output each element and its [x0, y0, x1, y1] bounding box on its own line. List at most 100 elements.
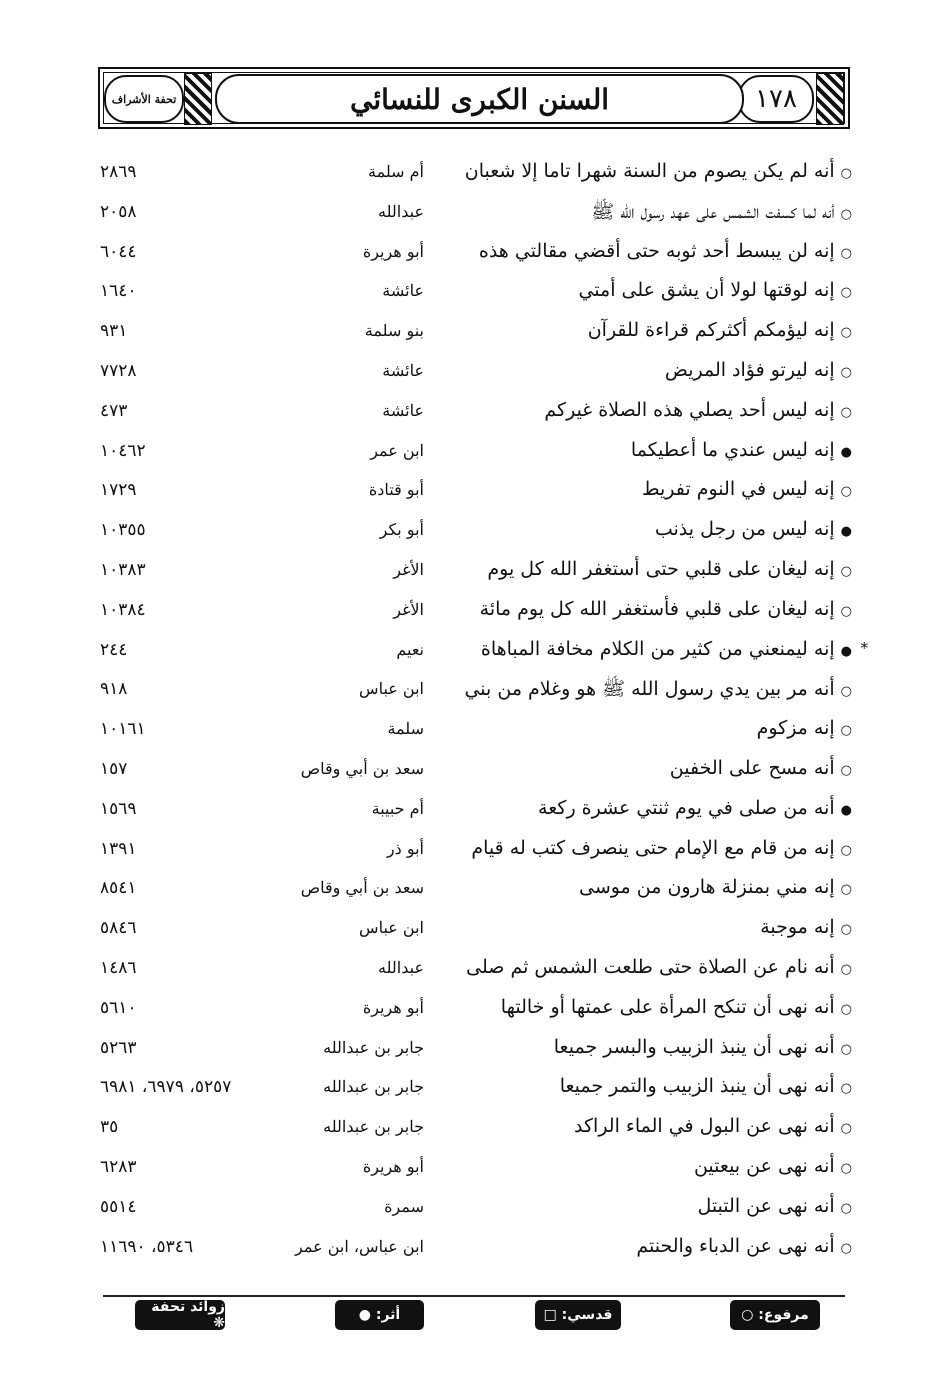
hadith-incipit: إنه مزكوم [756, 717, 835, 740]
hadith-number: ١٠٣٨٤ [100, 599, 146, 620]
hadith-text: ○ إنه لن يبسط أحد ثوبه حتى أقضي مقالتي هذ… [479, 240, 852, 262]
open-circle-icon: ○ [840, 1121, 852, 1137]
hadith-text: ○ إنه ليغان على قلبي فأستغفر الله كل يوم … [480, 598, 852, 620]
narrator: ابن عمر [370, 440, 424, 460]
narrator: سعد بن أبي وقاص [300, 759, 424, 778]
hadith-text: ○ أنه مر بين يدي رسول الله ﷺ هو وغلام من … [464, 677, 852, 705]
hadith-text: ○ أنه نهى أن ينبذ الزبيب والبسر جميعا [554, 1036, 852, 1058]
hadith-number: ١٤٨٦ [100, 958, 137, 978]
narrator: جابر بن عبدالله [323, 1117, 424, 1137]
open-circle-icon: ○ [840, 842, 852, 858]
list-item: ○ إنه ليس أحد يصلي هذه الصلاة غيركم عائشة ٤… [100, 399, 852, 439]
list-item: ○ أنه لما كسفت الشمس على عهد رسول الله ﷺ ع… [100, 200, 852, 240]
legend-athar: أثر: ● [335, 1300, 424, 1330]
list-item: ○ أنه لم يكن يصوم من السنة شهرا تاما إلا … [100, 160, 852, 200]
hadith-number: ٧٧٢٨ [100, 361, 137, 381]
list-item: ○ إنه موجبة ابن عباس ٥٨٤٦ [100, 916, 852, 956]
open-circle-icon: ○ [840, 404, 852, 420]
open-circle-icon: ○ [840, 1200, 852, 1216]
hadith-incipit: إنه من قام مع الإمام حتى ينصرف كتب له قي… [471, 836, 835, 859]
open-circle-icon: ○ [840, 1081, 852, 1097]
book-title: السنن الكبرى للنسائي [215, 74, 744, 124]
hadith-incipit: أنه لم يكن يصوم من السنة شهرا تاما إلا ش… [464, 160, 835, 182]
zawaid-star-icon: * [860, 638, 869, 657]
hadith-number: ٦٢٨٣ [100, 1157, 137, 1177]
narrator: ابن عباس، ابن عمر [295, 1236, 424, 1256]
hadith-incipit: أنه نهى أن ينبذ الزبيب والبسر جميعا [553, 1035, 835, 1058]
hadith-number: ٢٠٥٨ [100, 201, 137, 222]
hadith-incipit: أنه من صلى في يوم ثنتي عشرة ركعة [538, 796, 835, 819]
hadith-number: ١٠٣٨٣ [100, 560, 146, 580]
list-item: ● أنه من صلى في يوم ثنتي عشرة ركعة أم حبيب… [100, 797, 852, 837]
hadith-number: ١٣٩١ [100, 838, 137, 859]
list-item: ○ أنه نهى عن الدباء والحنتم ابن عباس، ابن … [100, 1235, 852, 1275]
hadith-text: ○ إنه ليؤمكم أكثركم قراءة للقرآن [588, 319, 852, 341]
legend-qudsi: قدسي: □ [535, 1300, 621, 1330]
hadith-number: ٤٧٣ [100, 400, 128, 421]
hadith-text: ○ أنه نهى عن بيعتين [694, 1155, 852, 1177]
footer-divider [103, 1295, 845, 1297]
narrator: أبو هريرة [362, 997, 424, 1017]
hadith-number: ٥٣٤٦، ١١٦٩٠ [100, 1236, 194, 1257]
hadith-text: ● إنه ليمنعني من كثير من الكلام مخافة الم… [481, 638, 852, 660]
hadith-incipit: أنه نهى عن بيعتين [693, 1155, 835, 1177]
list-item: ○ إنه ليغان على قلبي فأستغفر الله كل يوم … [100, 598, 852, 638]
narrator: جابر بن عبدالله [323, 1037, 424, 1057]
hadith-text: ○ إنه ليرتو فؤاد المريض [665, 359, 852, 381]
open-circle-icon: ○ [840, 1001, 852, 1017]
hadith-incipit: إنه لوقتها لولا أن يشق على أمتي [578, 279, 835, 302]
hadith-incipit: أنه مسح على الخفين [669, 757, 835, 779]
open-circle-icon: ○ [840, 962, 852, 977]
filled-circle-icon: ● [840, 524, 852, 540]
hadith-incipit: أنه نهى أن ينبذ الزبيب والتمر جميعا [559, 1075, 835, 1098]
hadith-text: ○ إنه ليغان على قلبي حتى أستغفر الله كل ي… [487, 558, 852, 580]
hadith-number: ٥٦١٠ [100, 997, 137, 1018]
list-item: ○ إنه من قام مع الإمام حتى ينصرف كتب له ق… [100, 837, 852, 877]
hadith-text: ● إنه ليس من رجل يذنب [655, 518, 852, 540]
narrator: سلمة [387, 719, 424, 739]
narrator: عائشة [382, 400, 424, 420]
open-circle-icon: ○ [840, 1240, 852, 1256]
legend-marfu: مرفوع: ○ [730, 1300, 820, 1330]
hadith-incipit: أنه نهى عن الدباء والحنتم [636, 1234, 835, 1257]
hadith-number: ٨٥٤١ [100, 878, 137, 899]
hadith-incipit: أنه نهى أن تنكح المرأة على عمتها أو خالت… [500, 995, 835, 1018]
open-circle-icon: ○ [840, 1041, 852, 1057]
hadith-text: ○ أنه نهى عن البول في الماء الراكد [574, 1115, 852, 1137]
hadith-text: ○ أنه نهى عن التبتل [697, 1195, 852, 1217]
open-circle-icon: ○ [840, 365, 852, 380]
open-circle-icon: ○ [840, 245, 852, 261]
hadith-number: ١٠٣٥٥ [100, 520, 146, 541]
hadith-number: ١٠١٦١ [100, 719, 146, 740]
hadith-number: ١٧٢٩ [100, 480, 137, 501]
open-circle-icon: ○ [840, 1161, 852, 1176]
ornament-panel [816, 73, 844, 125]
hadith-text: ○ إنه مزكوم [757, 717, 852, 739]
hadith-number: ٣٥ [100, 1117, 119, 1138]
narrator: عائشة [382, 281, 424, 301]
narrator: الأغر [393, 599, 424, 619]
hadith-incipit: أنه نهى عن التبتل [697, 1194, 835, 1217]
hadith-text: ○ أنه لما كسفت الشمس على عهد رسول الله ﷺ [591, 200, 852, 228]
filled-circle-icon: ● [840, 802, 852, 818]
hadith-number: ٢٨٦٩ [100, 162, 137, 182]
hadith-number: ١٥٧ [100, 759, 128, 779]
hadith-incipit: إنه ليس في النوم تفريط [641, 478, 835, 501]
hadith-text: ○ أنه نهى أن ينبذ الزبيب والتمر جميعا [560, 1075, 852, 1097]
open-circle-icon: ○ [840, 603, 852, 619]
narrator: سعد بن أبي وقاص [300, 878, 424, 898]
list-item: ○ أنه نهى أن تنكح المرأة على عمتها أو خال… [100, 996, 852, 1036]
list-item: ○ إنه لوقتها لولا أن يشق على أمتي عائشة ١٦٤… [100, 279, 852, 319]
hadith-incipit: إنه ليغان على قلبي فأستغفر الله كل يوم م… [479, 597, 835, 620]
list-item: ○ إنه ليغان على قلبي حتى أستغفر الله كل ي… [100, 558, 852, 598]
list-item: ● إنه ليس عندي ما أعطيكما ابن عمر ١٠٤٦٢ [100, 439, 852, 479]
narrator: عائشة [382, 361, 424, 380]
hadith-incipit: إنه ليس أحد يصلي هذه الصلاة غيركم [544, 398, 835, 421]
narrator: أبو هريرة [362, 1157, 424, 1176]
ornament-panel [184, 73, 212, 125]
narrator: سمرة [384, 1196, 424, 1216]
narrator: ابن عباس [359, 679, 424, 699]
open-circle-icon: ○ [840, 206, 852, 222]
hadith-text: ○ إنه لوقتها لولا أن يشق على أمتي [578, 279, 852, 301]
